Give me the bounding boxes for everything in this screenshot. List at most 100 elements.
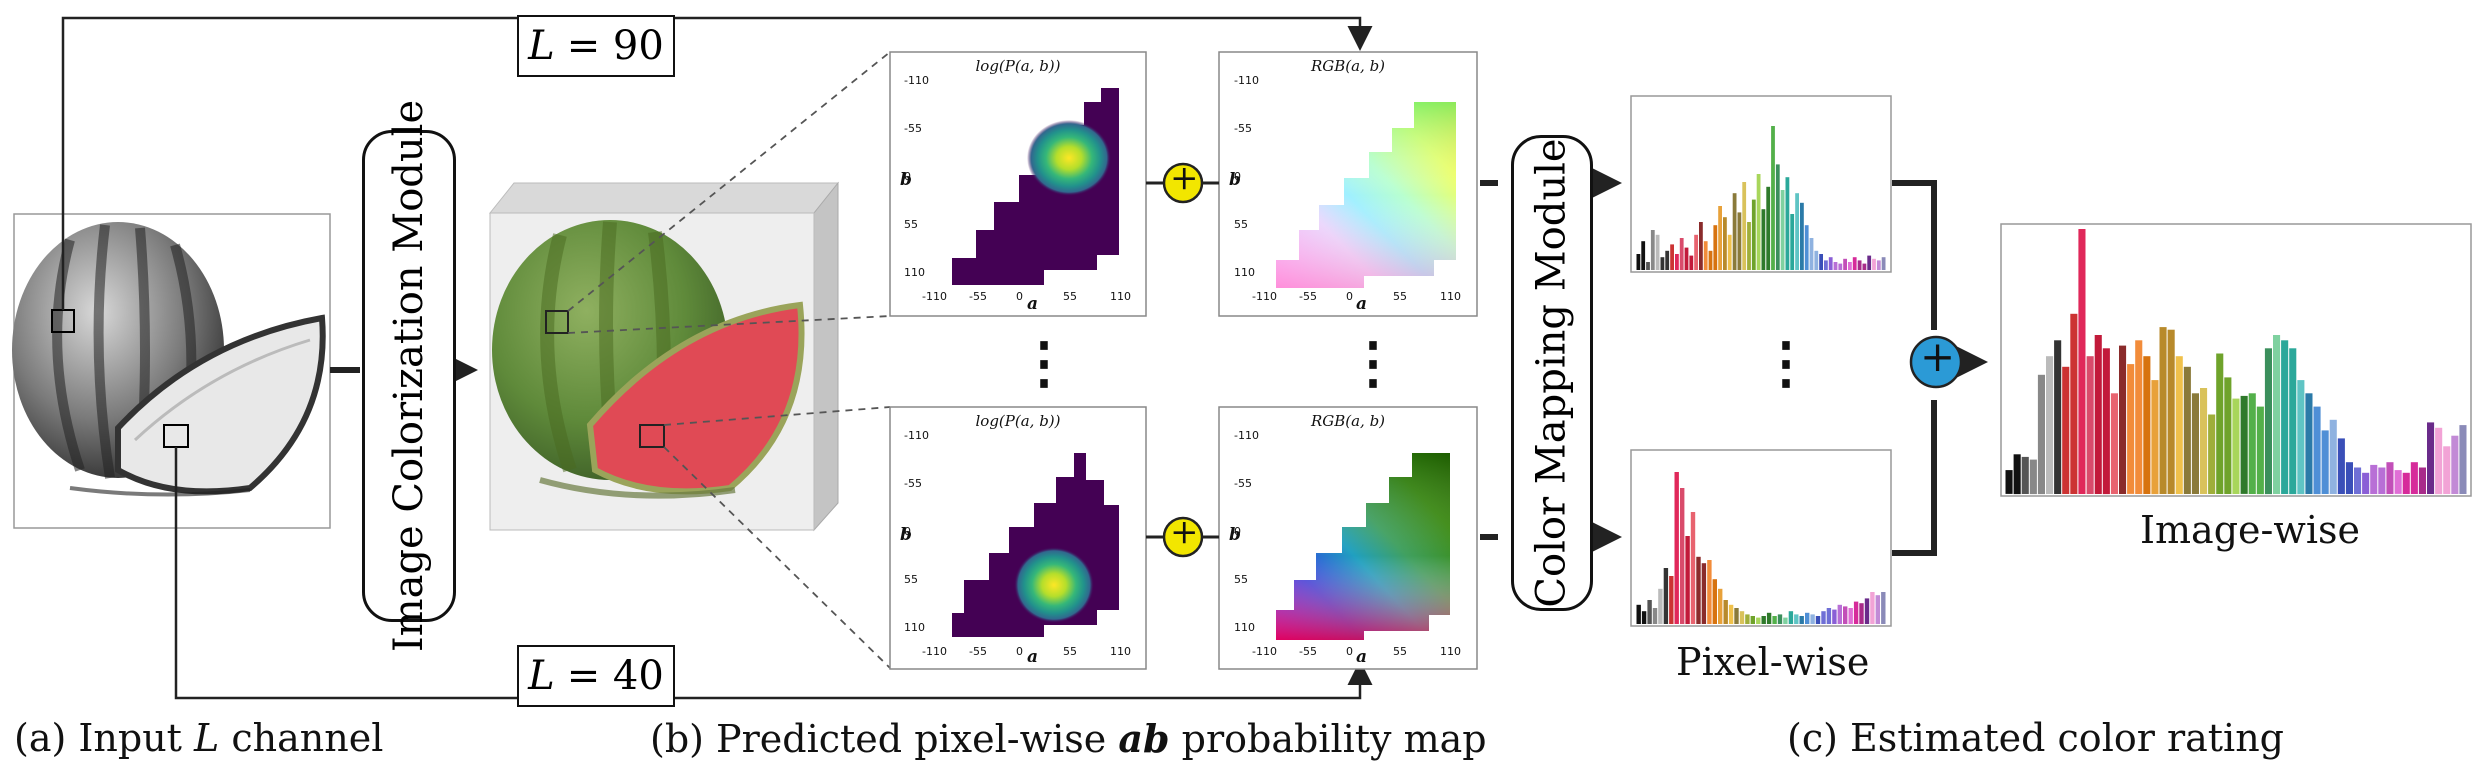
x-tick-label: -110 bbox=[922, 290, 947, 303]
pixel-wise-label: Pixel-wise bbox=[1676, 640, 1870, 684]
y-tick-label: 110 bbox=[904, 266, 925, 279]
histogram-bar bbox=[1805, 612, 1810, 624]
histogram-bar bbox=[2443, 446, 2451, 494]
histogram-bar bbox=[2394, 470, 2402, 494]
histogram-bar bbox=[1701, 563, 1707, 624]
y-axis-label: b bbox=[900, 525, 912, 545]
histogram-bar bbox=[1699, 222, 1703, 270]
probability-map-top bbox=[889, 51, 1147, 317]
plus-sign: + bbox=[1920, 332, 1956, 381]
histogram-bar bbox=[1859, 603, 1864, 624]
histogram-bar bbox=[1647, 600, 1652, 624]
histogram-bar bbox=[1867, 255, 1872, 270]
ellipsis: ⋮ bbox=[1758, 330, 1814, 396]
histogram-bar bbox=[2135, 340, 2143, 494]
histogram-bar bbox=[1814, 250, 1819, 270]
histogram-bar bbox=[1785, 177, 1790, 270]
histogram-bar bbox=[2159, 327, 2167, 494]
x-tick-label: 55 bbox=[1393, 290, 1407, 303]
histogram-bar bbox=[2248, 393, 2256, 494]
y-axis-label: b bbox=[900, 170, 912, 190]
histogram-bar bbox=[2313, 406, 2321, 495]
histogram-bar bbox=[1718, 206, 1722, 270]
histogram-bar bbox=[1669, 576, 1674, 624]
histogram-bar bbox=[2451, 435, 2459, 494]
zoom-lines bbox=[567, 51, 891, 669]
x-tick-label: -110 bbox=[1252, 645, 1277, 658]
plus-symbols bbox=[1162, 162, 1963, 558]
histogram-bar bbox=[2046, 356, 2054, 494]
module-label: Color Mapping Module bbox=[1529, 138, 1576, 608]
histogram-bar bbox=[1655, 234, 1660, 270]
y-tick-label: -55 bbox=[1234, 477, 1252, 490]
x-tick-label: 55 bbox=[1063, 645, 1077, 658]
histogram-bar bbox=[1800, 202, 1804, 270]
histogram-bar bbox=[1766, 612, 1772, 624]
histogram-bar bbox=[2362, 472, 2370, 494]
histogram-bar bbox=[1872, 258, 1876, 270]
histogram-bar bbox=[1680, 488, 1685, 624]
histogram-bar bbox=[1723, 217, 1727, 270]
x-tick-label: 55 bbox=[1063, 290, 1077, 303]
histogram-bar bbox=[2264, 348, 2272, 495]
histogram-bar bbox=[1756, 174, 1761, 270]
histogram-bar bbox=[2021, 456, 2029, 494]
x-axis-label: a bbox=[1027, 294, 1039, 314]
histogram-bar bbox=[1665, 250, 1670, 270]
histogram-bar bbox=[1747, 222, 1751, 270]
image-wise-label: Image-wise bbox=[2140, 508, 2361, 552]
histogram-bar bbox=[1790, 214, 1795, 270]
histogram-bar bbox=[2232, 398, 2240, 494]
histogram-bar bbox=[1843, 606, 1848, 624]
y-tick-label: 55 bbox=[1234, 573, 1248, 586]
y-tick-label: 55 bbox=[904, 573, 918, 586]
histogram-bar bbox=[2386, 462, 2394, 494]
histogram-bar bbox=[1707, 560, 1712, 624]
histogram-bar bbox=[1853, 601, 1859, 624]
histogram-bar bbox=[2297, 380, 2305, 495]
y-tick-label: -55 bbox=[1234, 122, 1252, 135]
histogram-bar bbox=[1636, 254, 1641, 270]
plot-connectors bbox=[1146, 181, 1219, 539]
histogram-bar bbox=[1708, 250, 1713, 270]
histogram-bar bbox=[2256, 406, 2264, 495]
histogram-bar bbox=[1833, 262, 1838, 270]
histogram-bar bbox=[1832, 609, 1837, 624]
histogram-bar bbox=[1679, 238, 1684, 270]
histogram-bar bbox=[2070, 313, 2078, 494]
histogram-bar bbox=[1821, 611, 1826, 624]
histogram-bar bbox=[1650, 230, 1655, 270]
y-tick-label: 110 bbox=[904, 621, 925, 634]
histogram-bar bbox=[1819, 254, 1823, 270]
histogram-bar bbox=[1848, 608, 1853, 624]
histogram-bar bbox=[2054, 340, 2062, 494]
rgb-map-bottom bbox=[1218, 406, 1478, 670]
histogram-bar bbox=[2086, 356, 2094, 494]
histogram-bar bbox=[2216, 353, 2224, 494]
image-colorization-module: Image Colorization Module bbox=[362, 100, 456, 652]
x-tick-label: 55 bbox=[1393, 645, 1407, 658]
y-axis-label: b bbox=[1229, 525, 1241, 545]
histogram-bar bbox=[1810, 614, 1815, 624]
histogram-bar bbox=[1795, 193, 1799, 270]
x-tick-label: -55 bbox=[969, 645, 987, 658]
caption-b: (b) Predicted pixel-wise ab probability … bbox=[650, 716, 1487, 761]
histogram-bar bbox=[1690, 512, 1696, 624]
histogram-bar bbox=[1761, 616, 1766, 624]
histogram-bar bbox=[1881, 592, 1886, 624]
histogram-bar bbox=[1857, 260, 1862, 270]
histogram-bar bbox=[1766, 186, 1771, 270]
histogram-bar bbox=[1674, 472, 1679, 624]
x-tick-label: 0 bbox=[1016, 645, 1023, 658]
lightness-box-90: L = 90 bbox=[517, 15, 675, 77]
y-tick-label: 55 bbox=[904, 218, 918, 231]
histogram-bar bbox=[1675, 254, 1679, 270]
histogram-bar bbox=[1641, 611, 1647, 624]
histogram-bar bbox=[1761, 209, 1766, 270]
histogram-bar bbox=[1852, 257, 1857, 270]
histogram-bar bbox=[1870, 592, 1875, 624]
histogram-bar bbox=[1843, 258, 1847, 270]
histogram-bar bbox=[1723, 600, 1728, 624]
histogram-bar bbox=[1794, 614, 1799, 624]
